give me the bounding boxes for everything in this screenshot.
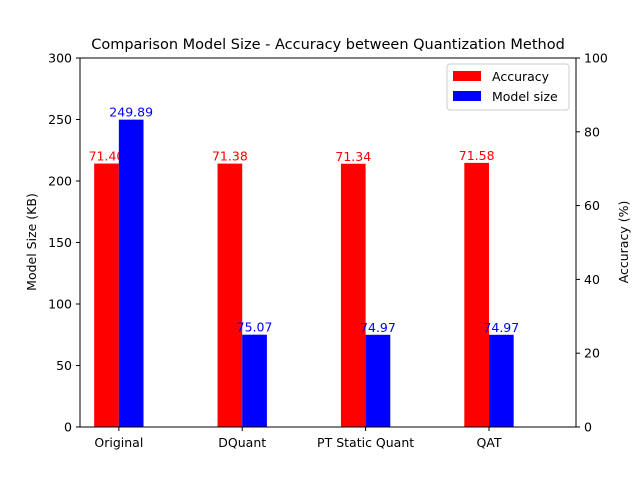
x-tick-label: Original	[94, 435, 143, 450]
y2-tick-label: 80	[584, 124, 600, 139]
y-axis-label: Model Size (KB)	[24, 193, 39, 291]
y-tick-label: 0	[64, 420, 72, 435]
y-tick-label: 50	[56, 358, 72, 373]
legend: Accuracy Model size	[446, 63, 570, 111]
y2-tick-label: 100	[584, 51, 608, 66]
bar-model-size	[365, 334, 391, 427]
legend-swatch-accuracy	[453, 71, 481, 81]
x-tick-label: PT Static Quant	[317, 435, 414, 450]
data-label: 71.40	[89, 149, 125, 164]
bar-model-size	[242, 334, 267, 427]
x-tick-label: DQuant	[218, 435, 266, 450]
y2-tick-label: 60	[584, 198, 600, 213]
x-tick-label: QAT	[476, 435, 501, 450]
legend-swatch-model-size	[453, 91, 481, 101]
data-label: 71.58	[459, 148, 495, 163]
plot-frame	[79, 57, 577, 428]
plot-area: 71.40 249.89 Original 71.38 75.07 DQuant 71.34…	[48, 51, 608, 451]
data-label: 74.97	[483, 320, 519, 335]
legend-label: Accuracy	[492, 69, 550, 84]
bar-accuracy	[464, 162, 489, 427]
legend-label: Model size	[492, 89, 558, 104]
data-label: 74.97	[360, 320, 396, 335]
bar-accuracy	[340, 163, 366, 427]
y-tick-label: 250	[48, 112, 72, 127]
bar-accuracy	[217, 163, 243, 428]
y2-tick-label: 20	[584, 346, 600, 361]
chart-title: Comparison Model Size - Accuracy between…	[91, 37, 565, 53]
y-tick-label: 150	[48, 235, 72, 250]
data-label: 75.07	[237, 320, 273, 335]
y-tick-label: 200	[48, 174, 72, 189]
y-tick-label: 300	[48, 51, 72, 66]
y-tick-label: 100	[48, 297, 72, 312]
bar-model-size	[488, 334, 514, 427]
data-label: 71.38	[212, 149, 248, 164]
bar-accuracy	[94, 163, 119, 427]
y2-tick-label: 0	[584, 420, 592, 435]
y2-axis-label: Accuracy (%)	[616, 201, 631, 284]
bar-model-size	[118, 119, 144, 427]
data-label: 249.89	[109, 105, 153, 120]
y2-tick-label: 40	[584, 272, 600, 287]
data-label: 71.34	[335, 149, 371, 164]
